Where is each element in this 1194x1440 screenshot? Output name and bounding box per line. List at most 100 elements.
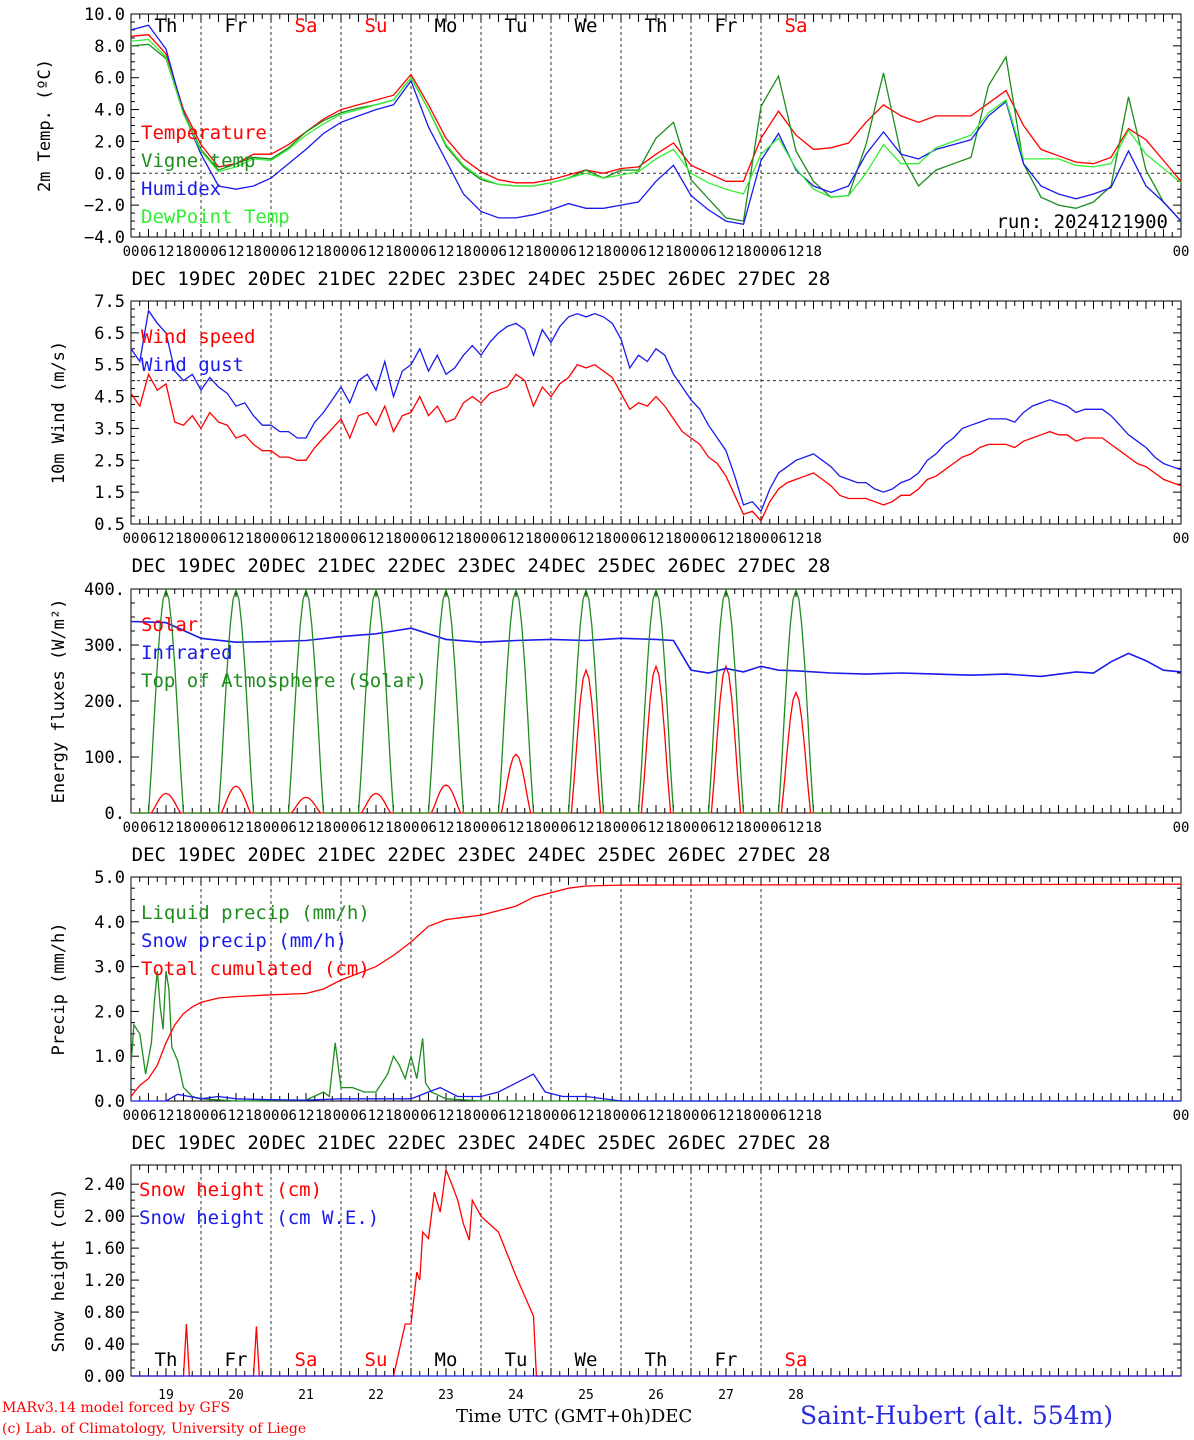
day-name: Sa — [785, 1349, 808, 1371]
y-tick-label: 100. — [84, 748, 125, 768]
series-line-1 — [130, 363, 1182, 522]
hour-label: 06 — [770, 531, 787, 547]
date-label: DEC 19 — [132, 268, 201, 290]
series-line-3 — [131, 587, 831, 814]
date-label: DEC 21 — [272, 268, 341, 290]
hour-label: 00 — [263, 1108, 280, 1124]
hour-label: 06 — [560, 820, 577, 836]
month-label: DEC — [650, 1406, 693, 1427]
hour-label: 12 — [718, 244, 735, 260]
y-tick-label: 0.0 — [94, 1092, 125, 1112]
hour-label: 18 — [385, 531, 402, 547]
series-line-1 — [131, 1167, 1181, 1377]
series-line-2 — [130, 308, 1182, 513]
legend-entry: Infrared — [141, 642, 233, 664]
hour-label: 12 — [788, 531, 805, 547]
y-tick-label: 8.0 — [94, 37, 125, 57]
panel-4: 0.0 1.0 2.0 3.0 4.0 5.0 Precip (mm/h) Liquid pr… — [49, 868, 1189, 1154]
hour-label: 00 — [613, 820, 630, 836]
hour-label: 12 — [368, 244, 385, 260]
date-label: DEC 23 — [412, 1132, 481, 1154]
hour-label: 18 — [315, 244, 332, 260]
hour-label: 12 — [438, 531, 455, 547]
hour-label: 06 — [350, 1108, 367, 1124]
hour-label: 06 — [350, 820, 367, 836]
hour-label: 00 — [193, 1108, 210, 1124]
y-tick-label: 0.0 — [94, 164, 125, 184]
day-name: Fr — [715, 15, 738, 37]
hour-label: 06 — [630, 1108, 647, 1124]
hour-label: 12 — [788, 820, 805, 836]
hour-label: 00 — [333, 531, 350, 547]
legend-entry: Solar — [141, 614, 198, 636]
y-tick-label: 3.5 — [94, 419, 125, 439]
y-tick-label: 6.0 — [94, 69, 125, 89]
hour-label: 00 — [683, 531, 700, 547]
plot-frame — [130, 588, 1182, 814]
y-tick-label: 4.0 — [94, 101, 125, 121]
day-name: Fr — [225, 1349, 248, 1371]
y-tick-label: 0. — [105, 804, 125, 824]
hour-label: 12 — [298, 244, 315, 260]
series-line-2 — [130, 43, 1182, 222]
hour-label: 00 — [1173, 244, 1190, 260]
hour-label: 06 — [280, 244, 297, 260]
date-label: DEC 20 — [202, 844, 271, 866]
hour-label: 12 — [298, 1108, 315, 1124]
hour-label: 00 — [613, 531, 630, 547]
y-tick-label: 10.0 — [84, 5, 125, 25]
hour-label: 12 — [788, 244, 805, 260]
date-label: DEC 20 — [202, 1132, 271, 1154]
day-name: Th — [155, 1349, 178, 1371]
day-name: Su — [365, 15, 388, 37]
hour-label: 12 — [718, 1108, 735, 1124]
date-label: DEC 24 — [482, 555, 551, 577]
hour-label: 12 — [718, 820, 735, 836]
hour-label: 06 — [630, 244, 647, 260]
hour-label: 18 — [735, 531, 752, 547]
date-label: DEC 20 — [202, 555, 271, 577]
y-tick-label: 1.5 — [94, 483, 125, 503]
hour-label: 18 — [595, 531, 612, 547]
hour-label: 00 — [753, 531, 770, 547]
hour-label: 18 — [735, 1108, 752, 1124]
hour-label: 12 — [788, 1108, 805, 1124]
day-number: 26 — [648, 1388, 664, 1403]
hour-label: 12 — [648, 1108, 665, 1124]
y-axis-title: 10m Wind (m/s) — [49, 341, 69, 484]
hour-label: 18 — [385, 244, 402, 260]
day-number: 24 — [508, 1388, 524, 1403]
hour-label: 00 — [473, 820, 490, 836]
series-line-3 — [130, 883, 1182, 1097]
day-name: Su — [365, 1349, 388, 1371]
day-name: Mo — [435, 15, 458, 37]
hour-label: 06 — [140, 820, 157, 836]
hour-label: 06 — [350, 244, 367, 260]
hour-label: 12 — [648, 244, 665, 260]
hour-label: 06 — [280, 531, 297, 547]
y-axis-title: Snow height (cm) — [49, 1189, 69, 1353]
hour-label: 18 — [665, 531, 682, 547]
hour-label: 12 — [508, 531, 525, 547]
date-label: DEC 27 — [692, 555, 761, 577]
date-label: DEC 23 — [412, 268, 481, 290]
hour-label: 18 — [735, 244, 752, 260]
hour-label: 00 — [193, 820, 210, 836]
copyright-credit: (c) Lab. of Climatology, University of L… — [2, 1421, 307, 1437]
hour-label: 18 — [735, 820, 752, 836]
hour-label: 06 — [140, 244, 157, 260]
day-name: Sa — [785, 15, 808, 37]
date-label: DEC 22 — [342, 844, 411, 866]
day-number: 20 — [228, 1388, 244, 1403]
y-tick-label: 5.5 — [94, 356, 125, 376]
date-label: DEC 19 — [132, 555, 201, 577]
y-tick-label: 0.00 — [84, 1367, 125, 1387]
hour-label: 06 — [210, 820, 227, 836]
series-line-1 — [130, 970, 1181, 1102]
day-number: 21 — [298, 1388, 314, 1403]
date-label: DEC 23 — [412, 555, 481, 577]
hour-label: 12 — [158, 244, 175, 260]
hour-label: 12 — [438, 1108, 455, 1124]
legend-entry: Humidex — [141, 178, 221, 200]
